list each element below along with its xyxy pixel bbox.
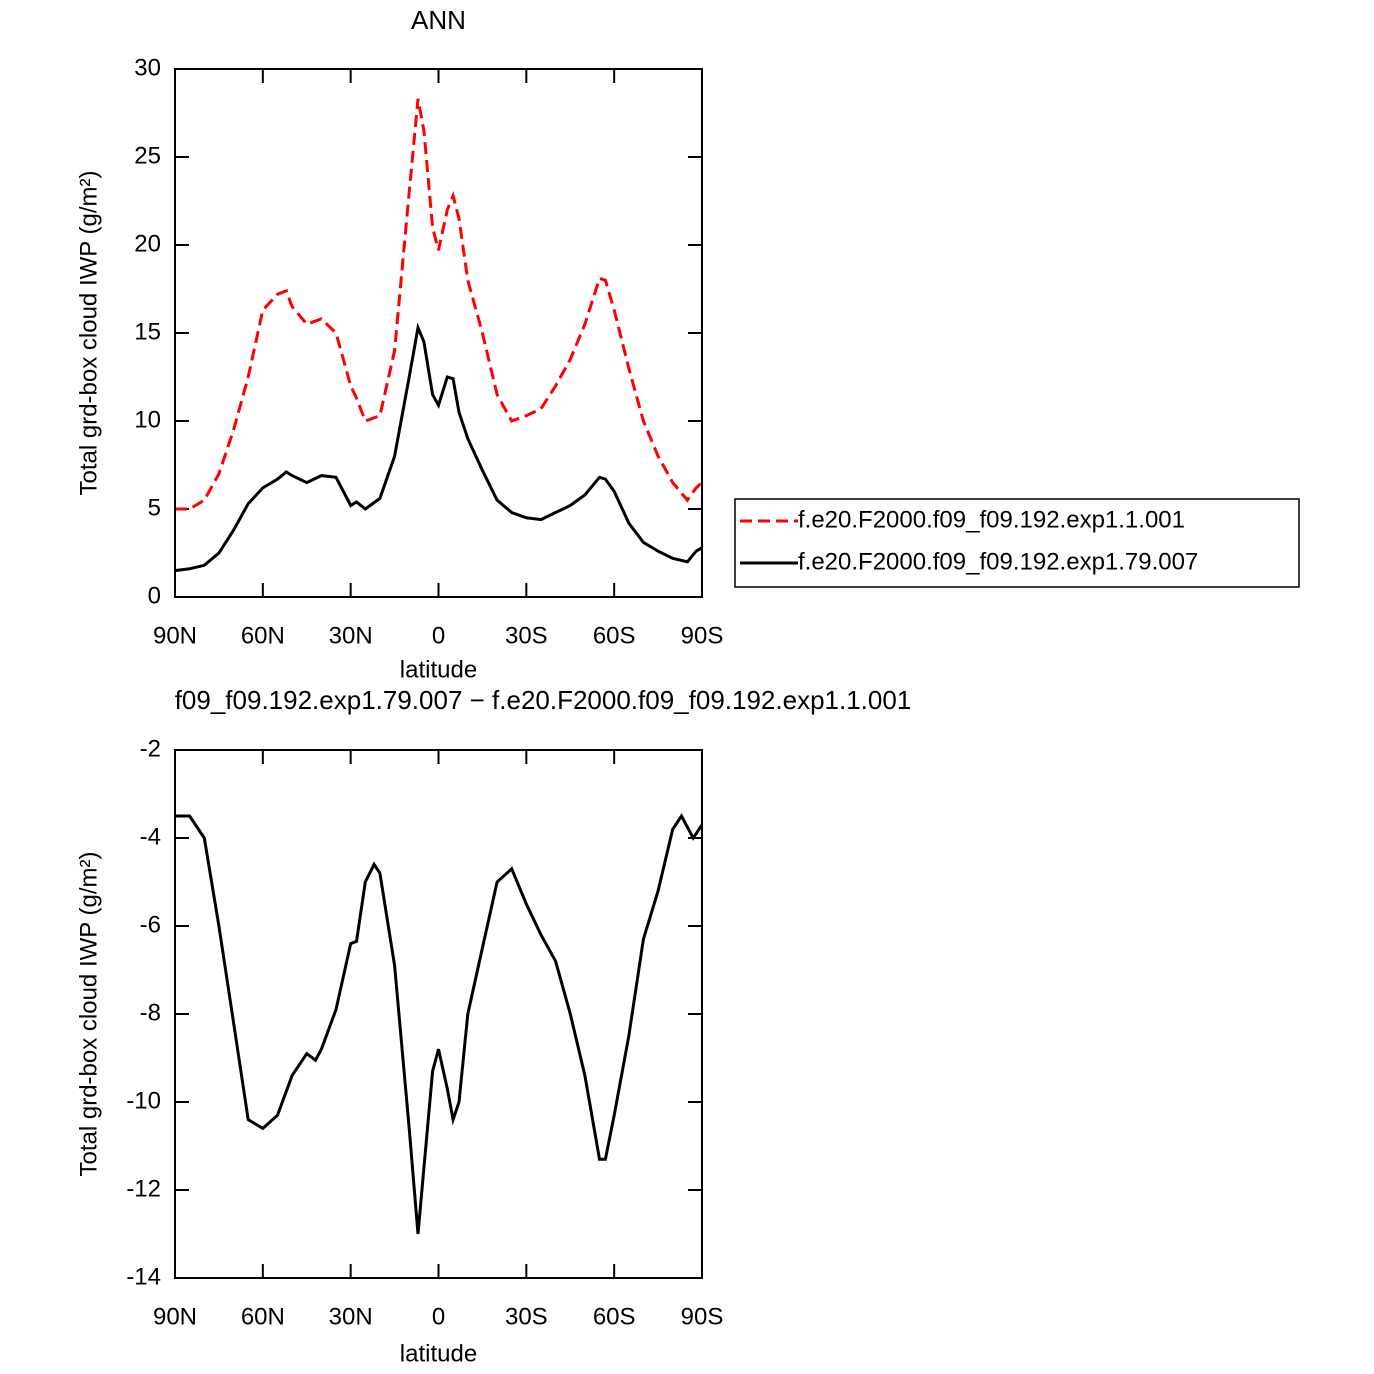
x-tick-label: 90S [681, 622, 724, 649]
y-tick-label: -6 [140, 911, 161, 938]
y-tick-label: 15 [134, 318, 161, 345]
x-tick-label: 90N [153, 622, 197, 649]
y-axis-label: Total grd-box cloud IWP (g/m²) [75, 852, 102, 1177]
y-tick-label: 10 [134, 406, 161, 433]
y-tick-label: 20 [134, 230, 161, 257]
y-tick-label: 25 [134, 142, 161, 169]
x-tick-label: 60N [241, 622, 285, 649]
y-axis-label: Total grd-box cloud IWP (g/m²) [75, 171, 102, 496]
chart-title: ANN [411, 5, 466, 35]
y-tick-label: -8 [140, 999, 161, 1026]
legend-label: f.e20.F2000.f09_f09.192.exp1.1.001 [798, 506, 1185, 533]
x-axis-label: latitude [400, 656, 477, 683]
legend-box [734, 498, 1300, 588]
x-tick-label: 0 [432, 1303, 445, 1330]
x-tick-label: 60S [593, 1303, 636, 1330]
x-tick-label: 90N [153, 1303, 197, 1330]
y-tick-label: -12 [126, 1175, 161, 1202]
x-tick-label: 30S [505, 1303, 548, 1330]
x-tick-label: 30N [329, 1303, 373, 1330]
x-tick-label: 60S [593, 622, 636, 649]
y-tick-label: 5 [148, 494, 161, 521]
data-line [175, 98, 704, 511]
x-tick-label: 30S [505, 622, 548, 649]
y-tick-label: -10 [126, 1087, 161, 1114]
legend-label: f.e20.F2000.f09_f09.192.exp1.79.007 [798, 548, 1198, 575]
y-tick-label: -14 [126, 1263, 161, 1290]
plot-frame [174, 749, 703, 1279]
y-tick-label: -4 [140, 823, 161, 850]
x-tick-label: 90S [681, 1303, 724, 1330]
x-tick-label: 30N [329, 622, 373, 649]
y-tick-label: -2 [140, 735, 161, 762]
chart-title: f09_f09.192.exp1.79.007 − f.e20.F2000.f0… [175, 685, 912, 715]
data-line [174, 322, 703, 573]
x-tick-label: 60N [241, 1303, 285, 1330]
y-tick-label: 30 [134, 54, 161, 81]
data-line [175, 813, 704, 1235]
x-axis-label: latitude [400, 1340, 477, 1367]
x-tick-label: 0 [432, 622, 445, 649]
y-tick-label: 0 [148, 582, 161, 609]
plot-frame [174, 68, 703, 598]
